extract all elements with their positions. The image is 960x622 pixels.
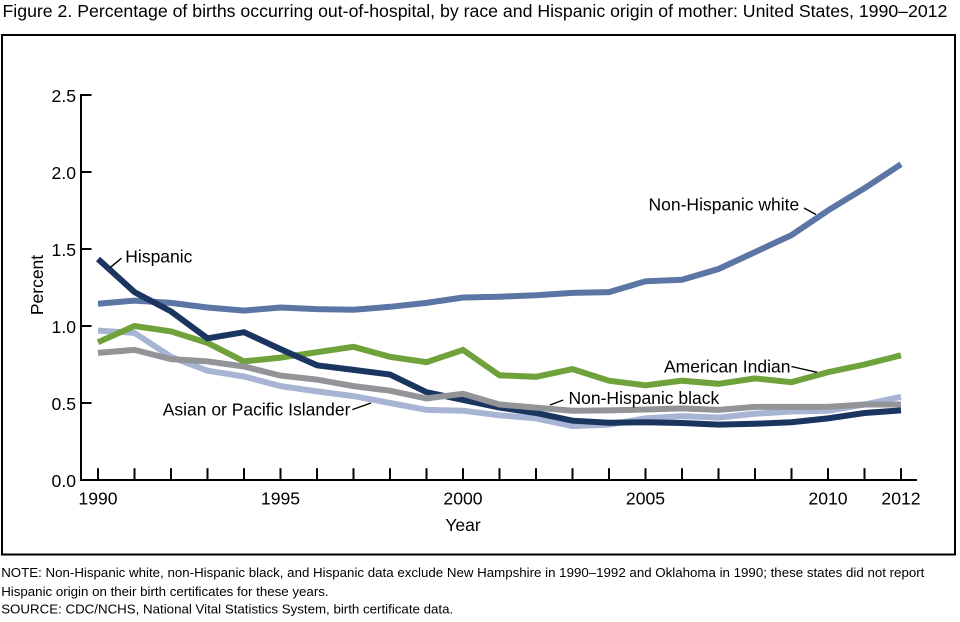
svg-text:1990: 1990 — [78, 488, 117, 508]
svg-text:Non-Hispanic white: Non-Hispanic white — [649, 194, 800, 214]
svg-text:2010: 2010 — [808, 488, 847, 508]
svg-text:1.5: 1.5 — [52, 240, 77, 260]
svg-text:2005: 2005 — [626, 488, 665, 508]
svg-text:0.5: 0.5 — [52, 394, 77, 414]
svg-text:2000: 2000 — [443, 488, 482, 508]
svg-text:American Indian: American Indian — [664, 356, 790, 376]
svg-text:Percent: Percent — [27, 255, 47, 315]
svg-text:SOURCE: CDC/NCHS, National Vit: SOURCE: CDC/NCHS, National Vital Statist… — [1, 602, 453, 617]
svg-text:Figure 2. Percentage of births: Figure 2. Percentage of births occurring… — [3, 1, 948, 21]
svg-text:0.0: 0.0 — [52, 471, 77, 491]
svg-text:Year: Year — [445, 515, 481, 535]
svg-text:Hispanic: Hispanic — [125, 247, 192, 267]
svg-text:Hispanic origin on their birth: Hispanic origin on their birth certifica… — [1, 584, 328, 599]
svg-text:1.0: 1.0 — [52, 317, 77, 337]
svg-text:2.5: 2.5 — [52, 86, 77, 106]
svg-text:1995: 1995 — [261, 488, 300, 508]
svg-text:Non-Hispanic black: Non-Hispanic black — [569, 388, 720, 408]
svg-text:NOTE: Non-Hispanic white, non-: NOTE: Non-Hispanic white, non-Hispanic b… — [1, 565, 924, 580]
svg-text:2012: 2012 — [881, 488, 920, 508]
svg-text:Asian or Pacific Islander: Asian or Pacific Islander — [163, 400, 351, 420]
svg-text:2.0: 2.0 — [52, 163, 77, 183]
